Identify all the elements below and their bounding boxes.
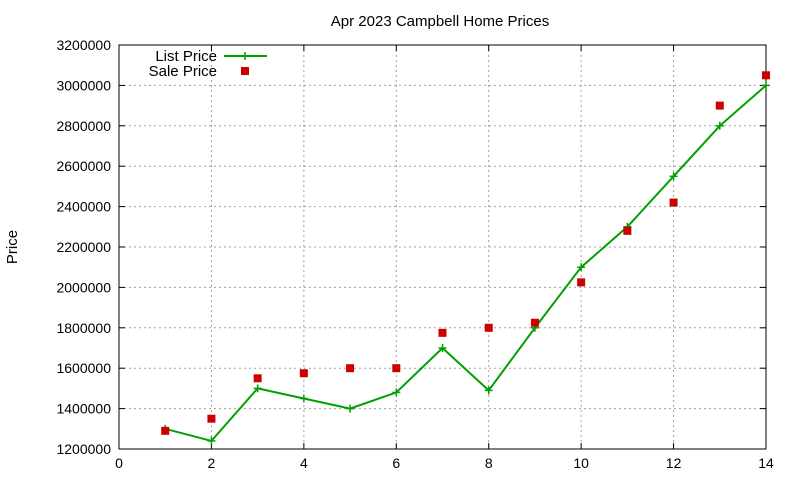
data-point [392,364,401,373]
x-tick-label: 2 [208,455,216,471]
y-tick-label: 1400000 [56,401,111,417]
y-tick-label: 1200000 [56,441,111,457]
x-tick-label: 4 [300,455,308,471]
data-point [207,436,216,445]
legend: List Price Sale Price [149,48,267,80]
x-tick-label: 14 [758,455,774,471]
data-point [253,384,262,393]
data-point [669,198,678,207]
data-point [715,101,724,110]
data-point [530,318,539,327]
legend-label-sale-price: Sale Price [149,63,217,80]
data-point [438,328,447,337]
x-tick-label: 8 [485,455,493,471]
data-point [346,364,355,373]
data-point [299,394,308,403]
y-tick-label: 1800000 [56,320,111,336]
data-point [484,323,493,332]
y-tick-label: 1600000 [56,360,111,376]
data-point [346,404,355,413]
legend-marker-list-price [241,52,249,60]
data-point [715,121,724,130]
data-point [299,369,308,378]
data-point [623,226,632,235]
series-list-price [161,81,770,445]
x-tick-label: 0 [115,455,123,471]
x-tick-label: 10 [573,455,589,471]
y-axis-label: Price [4,230,21,264]
series-line-list-price [164,84,767,443]
data-point [161,426,170,435]
x-tick-label: 12 [666,455,682,471]
data-point [438,344,447,352]
y-tick-label: 2200000 [56,239,111,255]
y-tick-label: 2800000 [56,118,111,134]
legend-label-list-price: List Price [155,48,217,65]
grid [119,45,766,449]
x-tick-label: 6 [392,455,400,471]
series [161,71,770,445]
data-point [577,263,586,272]
chart-title: Apr 2023 Campbell Home Prices [331,13,549,30]
data-point [669,172,678,181]
data-point [577,278,586,287]
data-point [207,414,216,423]
series-sale-price [161,71,770,435]
data-point [762,71,770,80]
y-tick-label: 3200000 [56,37,111,53]
axis-ticks: 0 2 4 6 8 10 12 14 1200000 1400000 1600000 1800000 2… [56,37,774,471]
legend-marker-sale-price [241,67,249,75]
plot-frame [118,44,767,450]
data-point [762,81,770,90]
y-tick-label: 2600000 [56,158,111,174]
data-point [484,386,493,395]
y-tick-label: 2000000 [56,279,111,295]
y-tick-label: 3000000 [56,77,111,93]
data-point [392,388,401,397]
y-tick-label: 2400000 [56,199,111,215]
data-point [253,374,262,383]
